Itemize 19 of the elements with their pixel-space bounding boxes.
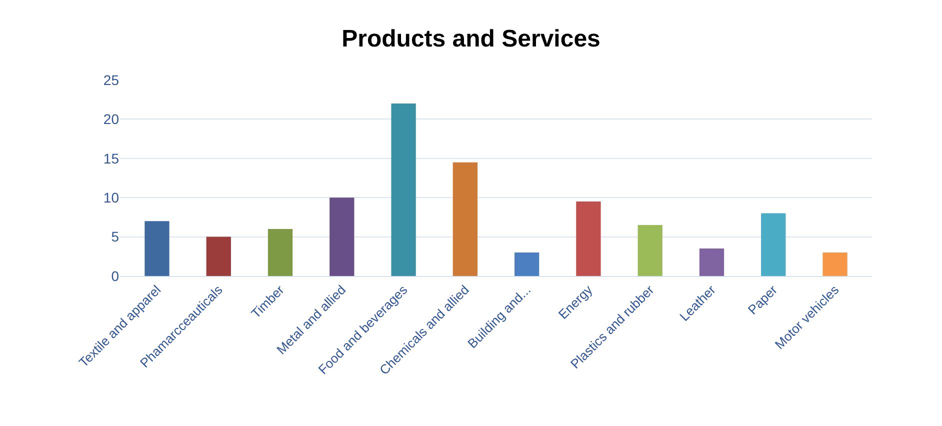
bar: [452, 162, 478, 276]
bar: [699, 248, 724, 276]
y-tick-label: 15: [103, 150, 120, 166]
y-tick-label: 5: [111, 228, 120, 245]
bar: [576, 202, 601, 276]
bar: [144, 221, 170, 276]
bar: [268, 228, 293, 276]
chart-title: Products and Services: [342, 26, 600, 53]
bar: [514, 252, 540, 276]
bar: [761, 213, 786, 276]
bar: [206, 236, 231, 276]
bar: [638, 225, 662, 276]
bar: [330, 198, 354, 276]
bar: [822, 252, 848, 276]
y-tick-label: 20: [103, 111, 120, 128]
y-tick-label: 10: [103, 190, 120, 206]
y-tick-label: 25: [103, 72, 120, 88]
y-tick-label: 0: [111, 268, 120, 284]
bar: [391, 104, 416, 276]
